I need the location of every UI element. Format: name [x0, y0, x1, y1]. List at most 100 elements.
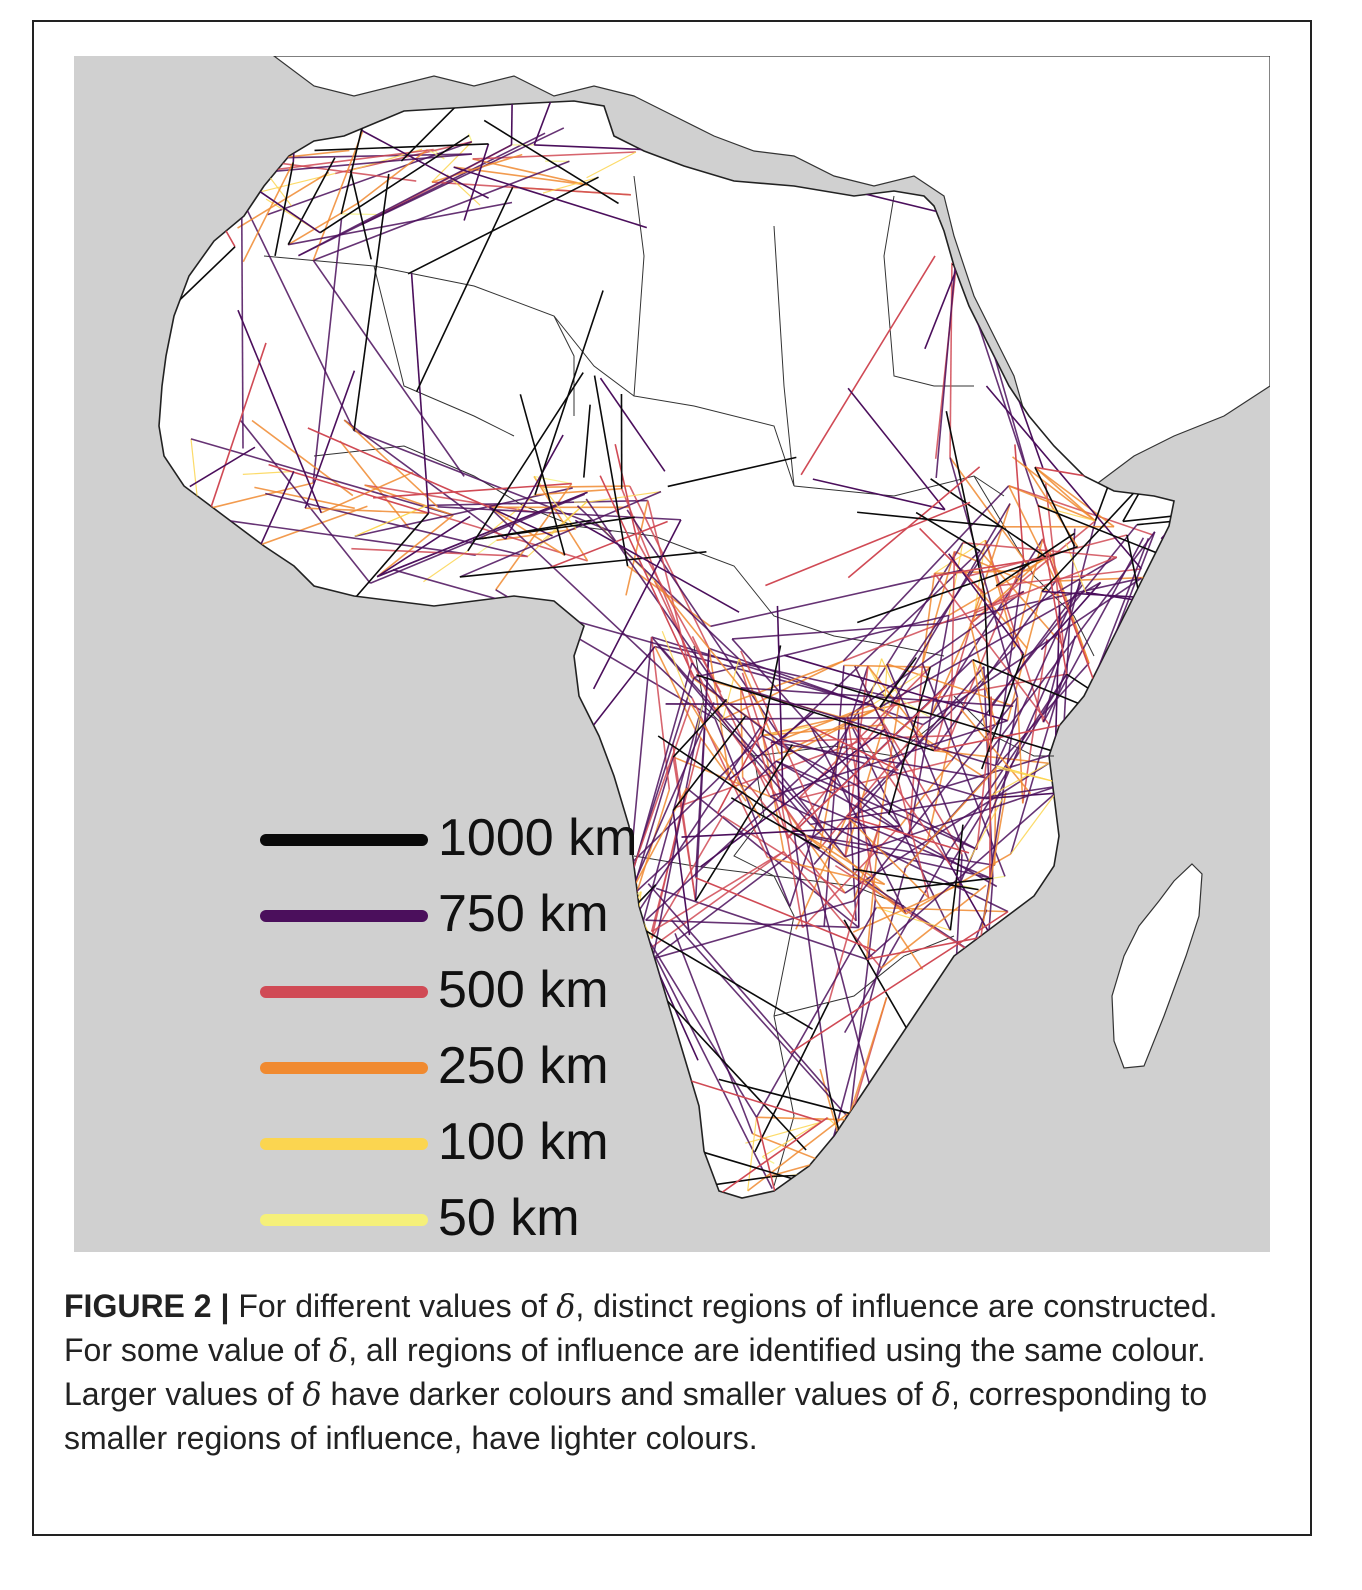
network-edge: [240, 198, 355, 432]
network-edge: [651, 850, 785, 933]
network-edge: [781, 550, 981, 740]
network-edge: [931, 556, 1047, 578]
network-edge: [1037, 505, 1096, 522]
network-edge: [189, 446, 256, 488]
network-edge: [1122, 512, 1174, 523]
europe-land: [273, 56, 1270, 507]
network-edge: [980, 653, 1025, 770]
network-edge: [844, 724, 885, 858]
network-edge: [722, 716, 931, 720]
network-edge: [653, 580, 742, 689]
network-edge: [252, 186, 321, 234]
network-edge: [769, 795, 1009, 913]
network-edge: [362, 130, 489, 199]
network-edge: [1037, 504, 1068, 675]
network-edge: [770, 741, 804, 928]
network-edge: [307, 427, 490, 509]
network-edge: [880, 884, 987, 969]
caption-text: For different values of: [229, 1288, 557, 1324]
network-edge: [415, 186, 514, 393]
network-edge: [312, 259, 465, 477]
network-edge: [747, 1117, 758, 1191]
network-edge: [657, 735, 806, 836]
network-edge: [740, 687, 744, 778]
network-edge: [354, 487, 573, 538]
network-edge: [614, 444, 639, 542]
network-edge: [922, 577, 1142, 726]
network-edge: [423, 550, 469, 583]
network-edge: [268, 463, 429, 514]
network-edge: [547, 520, 668, 570]
network-edge: [879, 581, 1102, 708]
network-edge: [775, 760, 978, 851]
network-edge: [888, 667, 931, 815]
network-edge: [312, 160, 570, 262]
network-edge: [984, 539, 1016, 648]
network-edge: [714, 660, 844, 710]
legend-swatch: [260, 834, 428, 846]
network-edge: [657, 643, 900, 700]
network-edge: [628, 636, 653, 881]
network-edge: [483, 119, 619, 205]
network-edge: [827, 824, 881, 1003]
network-edge: [714, 718, 791, 907]
network-edge: [886, 663, 970, 862]
network-edge: [533, 476, 589, 562]
network-edge: [784, 654, 1008, 722]
network-edge: [496, 528, 577, 542]
network-edge: [453, 166, 648, 229]
network-edge: [765, 501, 971, 587]
network-edge: [1034, 466, 1115, 528]
network-edge: [972, 659, 1097, 712]
network-edge: [298, 144, 512, 257]
legend-swatch: [260, 910, 428, 922]
madagascar-land: [1111, 863, 1203, 1069]
network-edge: [361, 127, 565, 226]
network-edge: [886, 877, 993, 892]
network-edge: [933, 580, 1057, 752]
network-edge: [542, 176, 599, 194]
network-edge: [740, 687, 789, 839]
network-edge: [881, 658, 901, 700]
network-edge: [742, 777, 857, 922]
network-edge: [781, 738, 986, 800]
legend-swatch: [260, 1214, 428, 1226]
network-edge: [755, 1117, 792, 1198]
network-edge: [354, 504, 428, 537]
network-edge: [1065, 542, 1087, 593]
network-edge: [847, 466, 981, 579]
network-edge: [767, 856, 885, 886]
network-edge: [981, 792, 1007, 930]
network-edge: [287, 157, 336, 246]
network-edge: [482, 519, 592, 540]
network-edge: [762, 724, 884, 737]
network-edge: [654, 829, 824, 958]
network-edge: [427, 499, 648, 507]
network-edge: [647, 883, 830, 1092]
network-edge: [489, 506, 553, 537]
network-edge: [996, 568, 1142, 587]
network-edge: [812, 478, 946, 511]
network-edge: [989, 696, 992, 878]
network-edge: [353, 173, 390, 431]
network-edge: [1037, 504, 1168, 558]
network-edge: [655, 887, 867, 961]
legend-label: 100 km: [438, 1113, 609, 1171]
legend-item: 100 km: [260, 1112, 680, 1172]
network-edge: [985, 762, 1050, 800]
network-edge: [804, 834, 886, 886]
network-edge: [1034, 466, 1096, 522]
legend-item: 500 km: [260, 960, 680, 1020]
network-edge: [844, 785, 1057, 858]
network-edge: [541, 485, 630, 488]
network-edge: [740, 686, 996, 767]
network-edge: [672, 698, 728, 758]
network-edge: [242, 161, 294, 263]
legend-label: 50 km: [438, 1189, 580, 1247]
network-edge: [995, 765, 1055, 783]
network-edge: [1034, 466, 1076, 547]
network-edge: [574, 519, 740, 613]
caption-text: , corresponding to smaller regions of in…: [64, 1376, 1208, 1456]
network-edge: [843, 852, 949, 1033]
network-edge: [576, 505, 740, 660]
